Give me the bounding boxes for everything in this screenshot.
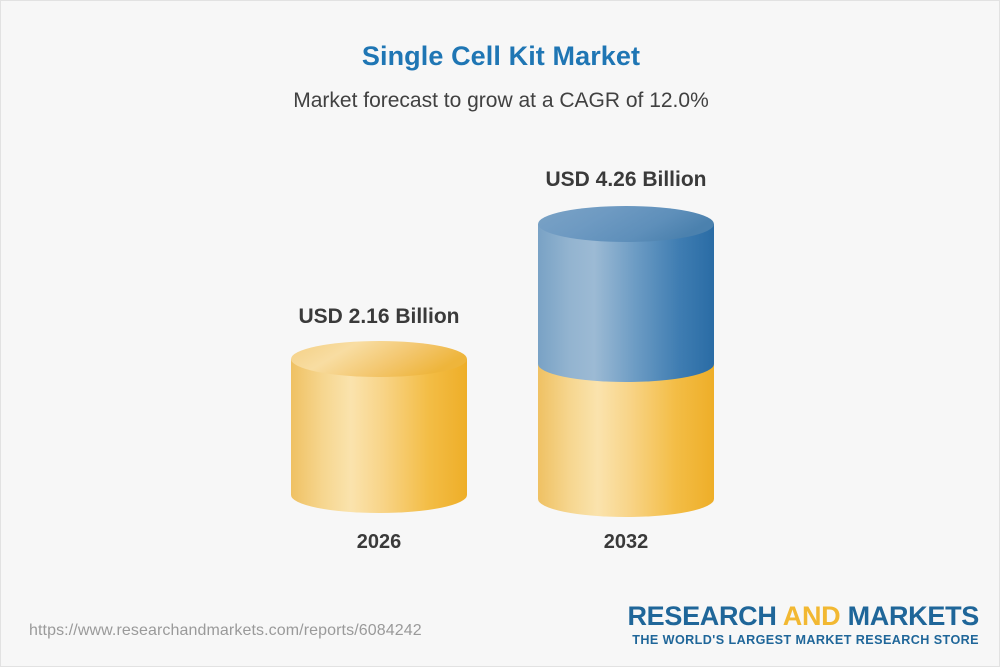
cylinder-2032-shape [538,206,714,517]
category-label-2032: 2032 [603,531,649,553]
value-label-2032: USD 4.26 Billion [545,168,707,191]
logo-word-research: RESEARCH [627,601,783,631]
bar-2026: USD 2.16 Billion 2026 [291,305,467,553]
category-label-2026: 2026 [356,531,402,553]
logo-tagline: THE WORLD'S LARGEST MARKET RESEARCH STOR… [632,633,979,648]
value-label-2026: USD 2.16 Billion [298,305,460,328]
report-url[interactable]: https://www.researchandmarkets.com/repor… [29,622,422,639]
logo-wordmark: RESEARCH AND MARKETS [627,602,979,630]
logo-word-markets: MARKETS [847,601,980,631]
logo-word-and: AND [782,601,848,631]
cylinder-2026-shape [291,341,467,513]
plot-area: USD 2.16 Billion 2026 [1,1,999,601]
chart-subtitle: Market forecast to grow at a CAGR of 12.… [293,89,709,112]
page-title: Single Cell Kit Market [361,41,641,71]
research-and-markets-logo[interactable]: RESEARCH AND MARKETS THE WORLD'S LARGEST… [627,602,979,648]
bar-2032: USD 4.26 Billion 2032 [538,168,714,553]
